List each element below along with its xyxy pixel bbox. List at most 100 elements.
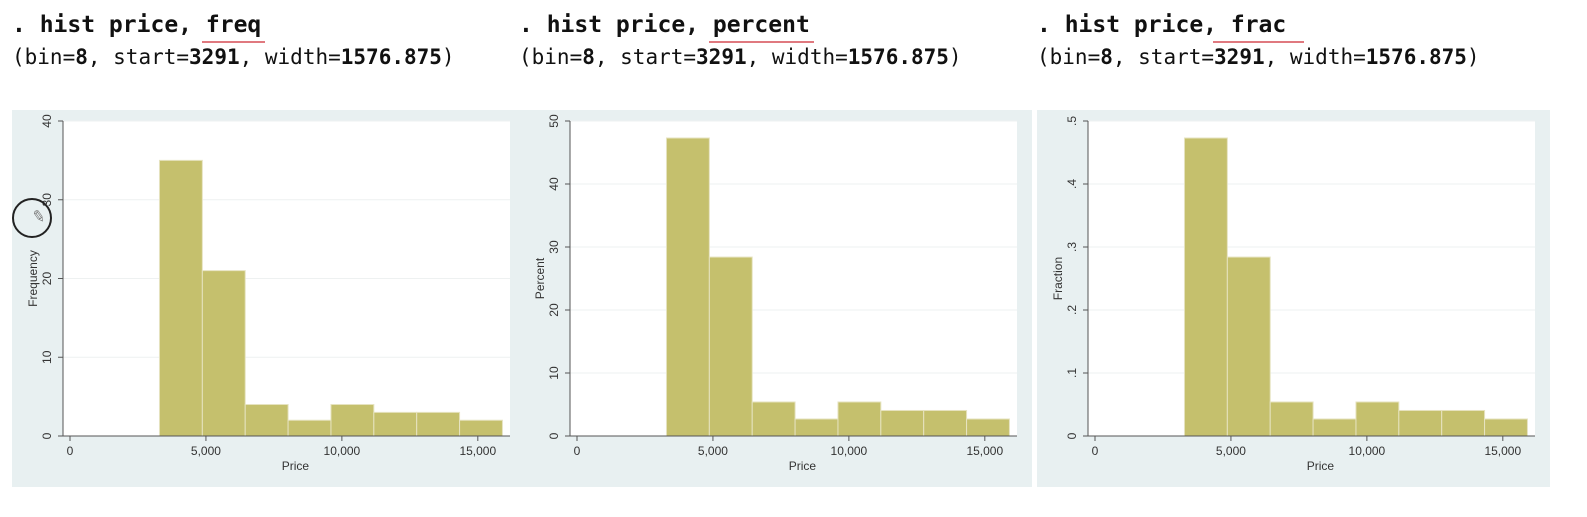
y-tick-label: 50 (547, 114, 561, 128)
command-prefix: . hist price, (519, 12, 713, 38)
x-tick-label: 10,000 (1349, 444, 1386, 458)
histogram-bar (794, 418, 839, 437)
params-sep-width: , width= (746, 45, 848, 69)
x-tick-label: 15,000 (966, 444, 1003, 458)
x-tick-label: 0 (1092, 444, 1099, 458)
params-sep-start: , start= (87, 45, 190, 69)
params-sep-width: , width= (1264, 45, 1366, 69)
histogram-bar (459, 419, 503, 437)
histogram-bar (923, 409, 968, 437)
histogram-bar (287, 419, 332, 437)
x-axis-title: Price (1307, 459, 1335, 473)
command-block-percent: . hist price, percent (bin=8, start=3291… (519, 10, 962, 74)
x-tick-label: 10,000 (831, 444, 868, 458)
histogram-bar (373, 411, 418, 437)
command-line: . hist price, freq (12, 10, 455, 43)
y-tick-label: 40 (40, 114, 54, 128)
histogram-bar (966, 418, 1010, 437)
command-block-freq: . hist price, freq (bin=8, start=3291, w… (12, 10, 455, 74)
param-start: 3291 (189, 45, 240, 69)
param-width: 1576.875 (847, 45, 949, 69)
histogram-bar (1355, 401, 1400, 437)
param-bin: 8 (582, 45, 595, 69)
histogram-bar (751, 401, 796, 437)
params-open: (bin= (12, 45, 76, 69)
histogram-bar (1183, 137, 1228, 437)
param-width: 1576.875 (1365, 45, 1467, 69)
x-tick-label: 15,000 (459, 444, 496, 458)
command-option: percent (708, 12, 814, 43)
histogram-bar (201, 270, 246, 437)
x-tick-label: 10,000 (324, 444, 361, 458)
params-line: (bin=8, start=3291, width=1576.875) (1037, 40, 1480, 74)
histogram-bar (880, 409, 925, 437)
histogram-bar (665, 137, 710, 437)
y-tick-label: .4 (1065, 179, 1079, 189)
params-line: (bin=8, start=3291, width=1576.875) (12, 40, 455, 74)
y-tick-label: 10 (40, 350, 54, 364)
y-axis-title: Frequency (26, 250, 40, 307)
y-tick-label: .2 (1065, 305, 1079, 315)
command-prefix: . hist price, (1037, 12, 1218, 38)
x-tick-label: 15,000 (1484, 444, 1521, 458)
histogram-bar (1226, 256, 1271, 437)
pencil-cursor-icon (12, 198, 52, 238)
x-axis-title: Price (789, 459, 817, 473)
histogram-bar (1484, 418, 1528, 437)
y-tick-label: .1 (1065, 368, 1079, 378)
y-tick-label: 0 (40, 432, 54, 439)
histogram-bar (330, 404, 375, 437)
params-line: (bin=8, start=3291, width=1576.875) (519, 40, 962, 74)
x-axis-title: Price (282, 459, 310, 473)
y-tick-label: 0 (547, 432, 561, 439)
y-tick-label: 20 (547, 303, 561, 317)
param-width: 1576.875 (340, 45, 442, 69)
params-sep-start: , start= (594, 45, 697, 69)
plot-area (570, 121, 1017, 436)
y-tick-label: .3 (1065, 242, 1079, 252)
histogram-bar (1312, 418, 1357, 437)
command-line: . hist price, percent (519, 10, 962, 43)
y-tick-label: 20 (40, 272, 54, 286)
histogram-bar (1269, 401, 1314, 437)
histogram-chart-fraction: 0 .1 .2 .3 .4 .5 0 5,000 10,000 15,000 Price Fracti… (1051, 116, 1535, 473)
command-prefix: . hist price, (12, 12, 206, 38)
params-sep-start: , start= (1112, 45, 1215, 69)
command-option: freq (201, 12, 266, 43)
params-sep-width: , width= (239, 45, 341, 69)
x-tick-label: 0 (574, 444, 581, 458)
histogram-chart-percent: 0 10 20 30 40 50 0 5,000 10,000 15,000 Price Percen… (533, 114, 1017, 473)
y-tick-label: .5 (1065, 116, 1079, 126)
histogram-bar (416, 411, 461, 437)
y-tick-label: 10 (547, 366, 561, 380)
x-tick-label: 5,000 (1216, 444, 1246, 458)
y-axis-title: Fraction (1051, 257, 1065, 300)
histogram-bar (158, 159, 203, 437)
histogram-panel-percent: 0 10 20 30 40 50 0 5,000 10,000 15,000 Price Percen… (519, 110, 1032, 487)
histogram-panel-frequency: 0 10 20 30 40 0 5,000 10,000 15,000 Price Frequenc… (12, 110, 525, 487)
x-tick-label: 0 (67, 444, 74, 458)
y-tick-label: 0 (1065, 432, 1079, 439)
histogram-bar (1441, 409, 1486, 437)
params-close: ) (948, 45, 962, 69)
y-tick-label: 30 (547, 240, 561, 254)
param-bin: 8 (1100, 45, 1113, 69)
param-start: 3291 (696, 45, 747, 69)
params-open: (bin= (1037, 45, 1101, 69)
x-tick-label: 5,000 (191, 444, 221, 458)
y-tick-label: 40 (547, 177, 561, 191)
command-option: frac (1213, 12, 1305, 43)
histogram-bar (244, 404, 289, 437)
command-line: . hist price, frac (1037, 10, 1480, 43)
command-block-frac: . hist price, frac (bin=8, start=3291, w… (1037, 10, 1480, 74)
y-axis-title: Percent (533, 257, 547, 299)
params-close: ) (1466, 45, 1480, 69)
histogram-bar (837, 401, 882, 437)
histogram-bar (708, 256, 753, 437)
plot-area (1088, 121, 1535, 436)
params-close: ) (441, 45, 455, 69)
histogram-bar (1398, 409, 1443, 437)
x-tick-label: 5,000 (698, 444, 728, 458)
param-bin: 8 (75, 45, 88, 69)
